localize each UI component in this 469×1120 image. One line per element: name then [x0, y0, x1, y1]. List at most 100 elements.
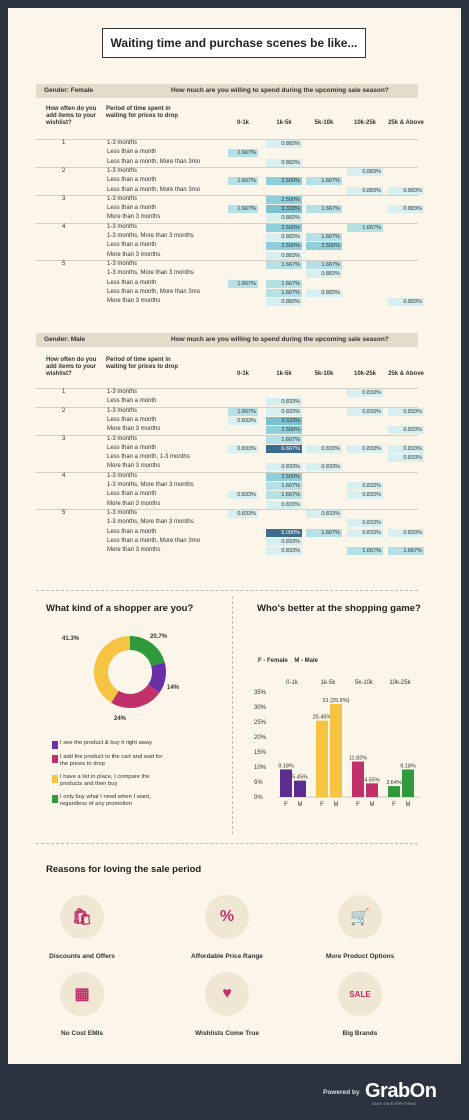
table-cell: 3.333%: [266, 205, 302, 214]
period-label: More than 3 months: [107, 500, 161, 507]
table-cell: 0.883%: [347, 167, 383, 176]
period-label: 1-3 months: [107, 195, 138, 202]
y-tick-label: 15%: [254, 750, 267, 756]
shopper-donut-chart: [94, 636, 166, 708]
x-series-label: F: [284, 802, 288, 808]
table-cell: 0.833%: [266, 407, 302, 416]
table-cell: 0.833%: [347, 444, 383, 453]
period-label: 1-3 months, More than 3 months: [107, 233, 194, 239]
table-cell: 0.833%: [228, 444, 258, 453]
table-cell: 0.883%: [388, 298, 424, 307]
table-cell: 1.667%: [306, 177, 342, 186]
sale-badge-icon: SALE: [338, 972, 382, 1016]
donut-slice: [111, 684, 160, 708]
female-table-header: Gender: Female How much are you willing …: [36, 84, 418, 98]
period-label: 1-3 months, More than 3 months: [107, 482, 194, 488]
freq-label: 1: [62, 389, 66, 395]
table-cell: 0.883%: [347, 186, 383, 195]
period-label: Less than a month, 1-3 months: [107, 454, 190, 461]
column-header: 0-1k: [236, 120, 249, 126]
table-cell: 0.833%: [266, 463, 302, 472]
table-cell: 0.833%: [306, 463, 342, 472]
column-header: 5k-10k: [314, 371, 334, 377]
period-label: 1-3 months: [107, 223, 138, 230]
game-legend: F - Female M - Male: [258, 658, 319, 664]
table-cell: 1.667%: [266, 288, 302, 297]
x-series-label: M: [298, 802, 303, 808]
vertical-divider: [232, 596, 233, 834]
table-cell: 2.500%: [266, 177, 302, 186]
freq-label: 2: [62, 167, 66, 174]
freq-label: 3: [62, 195, 66, 202]
reason-label: No Cost EMIs: [61, 1030, 103, 1037]
table-cell: 0.883%: [388, 186, 424, 195]
section-divider: [36, 590, 418, 591]
period-label: Less than a month, More than 3mo: [107, 288, 201, 295]
table-cell: 5.000%: [266, 528, 302, 537]
table-cell: 2.500%: [266, 472, 302, 481]
period-label: More than 3 months: [107, 251, 161, 258]
group-divider: [36, 194, 418, 196]
table-cell: 2.500%: [266, 242, 302, 251]
column-header: 5k-10k: [314, 120, 334, 126]
y-tick-label: 5%: [254, 780, 263, 786]
period-label: Less than a month: [107, 279, 157, 286]
bar-value-label: 11.82%: [349, 756, 367, 762]
legend-swatch: [52, 795, 58, 803]
period-label: More than 3 months: [107, 214, 161, 221]
x-series-label: F: [356, 802, 360, 808]
table-cell: 0.883%: [266, 140, 302, 148]
donut-label-yellow: 41.3%: [62, 636, 80, 642]
donut-slice: [94, 636, 130, 703]
table-cell: 6.667%: [266, 444, 302, 453]
period-label: Less than a month: [107, 149, 157, 156]
table-cell: 0.833%: [347, 482, 383, 490]
bar-value-label: 4.55%: [364, 777, 380, 783]
y-tick-label: 30%: [254, 705, 267, 711]
group-divider: [36, 388, 418, 389]
game-title: Who's better at the shopping game?: [257, 603, 421, 614]
reason-label: Wishlists Come True: [195, 1030, 259, 1037]
table-cell: 0.833%: [388, 454, 424, 463]
donut-label-purple: 14%: [167, 685, 180, 691]
bar-value-label: 31 (25.8%): [323, 698, 350, 704]
table-cell: 1.667%: [266, 260, 302, 269]
male-question: How much are you willing to spend during…: [171, 336, 389, 343]
table-cell: 1.667%: [306, 260, 342, 269]
x-series-label: F: [392, 802, 396, 808]
bar: [330, 704, 342, 797]
row-header: How often do you add items to your wishl…: [46, 357, 97, 377]
period-label: 1-3 months: [107, 389, 138, 395]
table-cell: 0.833%: [228, 509, 258, 518]
table-cell: 2.500%: [306, 242, 342, 251]
donut-slice: [130, 636, 165, 667]
period-label: Less than a month: [107, 528, 157, 535]
table-cell: 1.667%: [266, 435, 302, 444]
shopping-cart-icon: 🛒: [338, 895, 382, 939]
period-label: More than 3 months: [107, 463, 161, 470]
grabon-logo[interactable]: GrabOn: [365, 1080, 437, 1102]
x-series-label: M: [370, 802, 375, 808]
table-cell: 0.833%: [388, 528, 424, 537]
table-cell: 1.667%: [306, 528, 342, 537]
period-label: Less than a month: [107, 398, 157, 405]
donut-label-pink: 24%: [114, 716, 127, 722]
table-cell: 0.883%: [266, 233, 302, 241]
table-cell: 0.833%: [347, 491, 383, 500]
table-cell: 1.667%: [228, 177, 258, 186]
legend-item-buy-now: I see the product & buy it right away: [52, 740, 170, 749]
table-cell: 1.667%: [228, 205, 258, 214]
x-series-label: M: [334, 802, 339, 808]
period-label: Less than a month: [107, 444, 157, 451]
legend-item-wait: I add the product to the cart and wait f…: [52, 754, 170, 768]
donut-label-green: 20.7%: [150, 634, 168, 640]
table-cell: 0.883%: [266, 214, 302, 223]
column-header: 10k-25k: [353, 120, 377, 126]
period-label: 1-3 months: [107, 509, 138, 516]
period-label: Less than a month: [107, 177, 157, 184]
table-cell: 0.883%: [388, 205, 424, 214]
column-header: 25k & Above: [388, 120, 424, 126]
freq-label: 3: [62, 435, 66, 442]
period-label: Less than a month: [107, 242, 157, 249]
period-label: More than 3 months: [107, 547, 161, 554]
